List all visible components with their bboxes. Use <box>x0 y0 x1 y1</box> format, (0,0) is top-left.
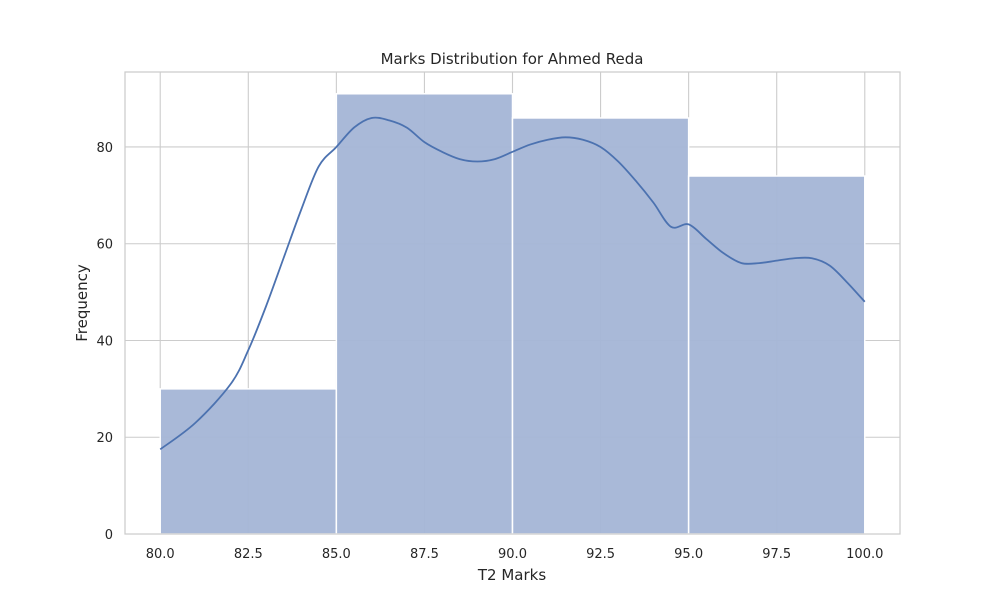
x-tick-label: 92.5 <box>586 547 615 562</box>
histogram-bar-2 <box>335 93 514 535</box>
x-tick-label: 100.0 <box>846 547 883 562</box>
y-axis-label: Frequency <box>73 264 91 342</box>
x-tick-labels: 80.0 82.5 85.0 87.5 90.0 92.5 95.0 97.5 100.0 <box>146 547 884 562</box>
histogram-bar-3 <box>511 117 690 535</box>
y-tick-label: 20 <box>96 431 113 446</box>
x-tick-label: 80.0 <box>146 547 175 562</box>
y-tick-label: 60 <box>96 238 113 253</box>
x-tick-label: 97.5 <box>762 547 791 562</box>
x-tick-label: 85.0 <box>322 547 351 562</box>
x-tick-label: 82.5 <box>234 547 263 562</box>
y-tick-label: 80 <box>96 141 113 156</box>
y-tick-label: 0 <box>105 528 113 543</box>
bars-layer <box>159 93 866 535</box>
chart-title: Marks Distribution for Ahmed Reda <box>381 50 644 68</box>
y-tick-label: 40 <box>96 334 113 349</box>
x-tick-label: 90.0 <box>498 547 527 562</box>
x-axis-label: T2 Marks <box>477 566 546 584</box>
plot-frame <box>124 71 901 535</box>
kde-curve-line <box>159 116 866 451</box>
x-tick-label: 87.5 <box>410 547 439 562</box>
y-tick-labels: 0 20 40 60 80 <box>96 141 113 543</box>
x-tick-label: 95.0 <box>674 547 703 562</box>
histogram-bar-1 <box>159 388 338 535</box>
histogram-bar-4 <box>687 175 866 535</box>
